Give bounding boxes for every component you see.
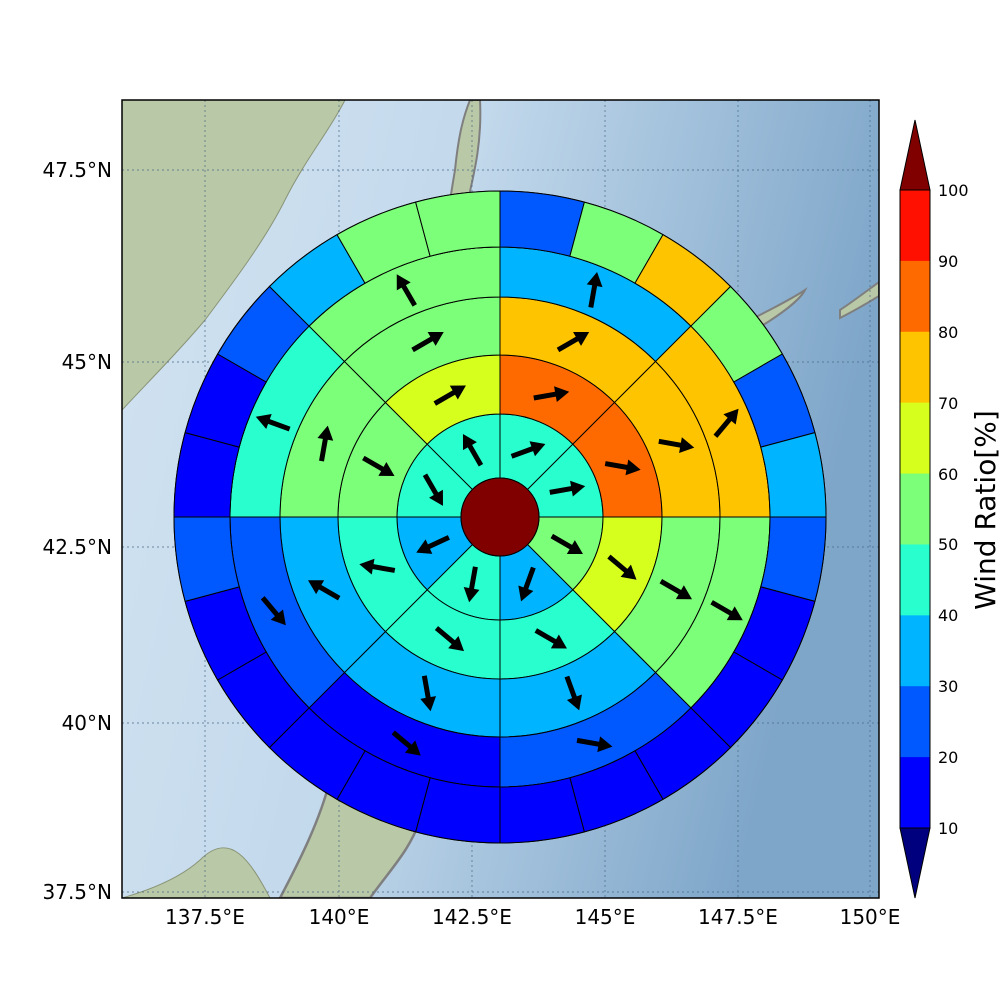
wind-arrow: [317, 425, 334, 462]
lon-tick-label: 147.5°E: [698, 905, 778, 929]
wind-ratio-cell: [760, 516, 827, 602]
colorbar-label: 100: [938, 181, 969, 200]
lat-tick-label: 40°N: [62, 711, 112, 735]
land-asia: [122, 100, 346, 411]
lon-tick-label: 145°E: [575, 905, 636, 929]
wind-arrow: [556, 331, 590, 353]
lat-tick-label: 47.5°N: [43, 158, 113, 182]
wind-arrow: [359, 558, 396, 575]
wind-arrow: [396, 274, 417, 307]
lat-tick-label: 37.5°N: [43, 880, 113, 904]
colorbar-band: [900, 757, 930, 829]
colorbar-label: 40: [938, 606, 958, 625]
lat-tick-label: 42.5°N: [43, 535, 113, 559]
colorbar-over-triangle: [899, 119, 931, 191]
wind-arrow: [420, 675, 437, 712]
wind-arrow: [510, 441, 546, 459]
wind-ratio-cell: [415, 190, 501, 257]
lon-tick-label: 150°E: [840, 905, 901, 929]
wind-arrow: [463, 566, 480, 603]
land-kamchatka-edge: [839, 280, 879, 320]
colorbar-bands: [900, 190, 930, 829]
wind-ratio-cell: [499, 190, 585, 257]
wind-arrow: [549, 480, 586, 497]
colorbar-band: [900, 615, 930, 687]
colorbar-under-triangle: [899, 827, 931, 899]
colorbar-band: [900, 686, 930, 758]
wind-ratio-cell: [499, 777, 585, 844]
wind-arrow: [411, 331, 444, 353]
colorbar-band: [900, 473, 930, 545]
wind-ratio-cell: [173, 432, 240, 518]
wind-arrow: [518, 566, 536, 602]
lat-tick-labels: 47.5°N 45°N 42.5°N 40°N 37.5°N: [43, 158, 113, 904]
wind-arrows: [255, 271, 743, 756]
colorbar-border: [899, 189, 931, 829]
land-honshu-southwest: [122, 847, 271, 898]
center-marker: [460, 477, 540, 557]
colorbar-band: [900, 402, 930, 475]
wind-arrow: [586, 271, 603, 308]
wind-arrow: [260, 596, 286, 626]
lat-tick-label: 45°N: [62, 350, 112, 374]
wind-arrow: [564, 675, 582, 711]
wind-arrow: [576, 736, 613, 753]
wind-ratio-cell: [173, 516, 240, 602]
map-border: [121, 99, 880, 899]
wind-arrow: [607, 554, 637, 580]
wind-arrow: [422, 473, 443, 506]
wind-arrow: [391, 730, 421, 756]
wind-arrow: [550, 533, 583, 555]
lon-tick-label: 140°E: [309, 905, 370, 929]
wind-ratio-cells: [173, 190, 827, 844]
colorbar-band: [900, 190, 930, 262]
colorbar-label: 20: [938, 748, 958, 767]
colorbar-label: 60: [938, 465, 958, 484]
wind-arrow: [308, 580, 341, 601]
wind-arrow: [533, 386, 570, 403]
wind-arrow: [534, 628, 567, 649]
colorbar-label: 50: [938, 535, 958, 554]
wind-arrow: [255, 414, 291, 432]
colorbar: 100 90 80 70 60 50 40 30 20 10 Wind Rati…: [899, 119, 1000, 899]
colorbar-label: 90: [938, 252, 958, 271]
colorbar-title: Wind Ratio[%]: [969, 410, 1000, 610]
wind-arrow: [658, 437, 695, 454]
wind-arrow: [416, 535, 450, 554]
colorbar-tick-labels: 100 90 80 70 60 50 40 30 20 10: [938, 181, 969, 838]
wind-arrow: [659, 579, 692, 600]
wind-ratio-cell: [760, 432, 827, 518]
colorbar-band: [900, 331, 930, 404]
wind-arrow: [434, 626, 465, 652]
colorbar-label: 70: [938, 394, 958, 413]
lon-tick-label: 142.5°E: [432, 905, 512, 929]
colorbar-band: [900, 544, 930, 616]
wind-arrow: [462, 434, 484, 467]
colorbar-band: [900, 260, 930, 333]
wind-arrow: [433, 385, 466, 406]
colorbar-label: 30: [938, 677, 958, 696]
lon-tick-label: 137.5°E: [165, 905, 245, 929]
lon-tick-labels: 137.5°E 140°E 142.5°E 145°E 147.5°E 150°…: [165, 905, 900, 929]
wind-arrow: [713, 408, 739, 438]
wind-arrow: [604, 459, 641, 476]
map-frame: [121, 99, 880, 899]
wind-arrow: [710, 600, 743, 621]
wind-ratio-cell: [415, 777, 501, 844]
wind-arrow: [362, 455, 395, 476]
colorbar-label: 10: [938, 819, 958, 838]
colorbar-label: 80: [938, 323, 958, 342]
